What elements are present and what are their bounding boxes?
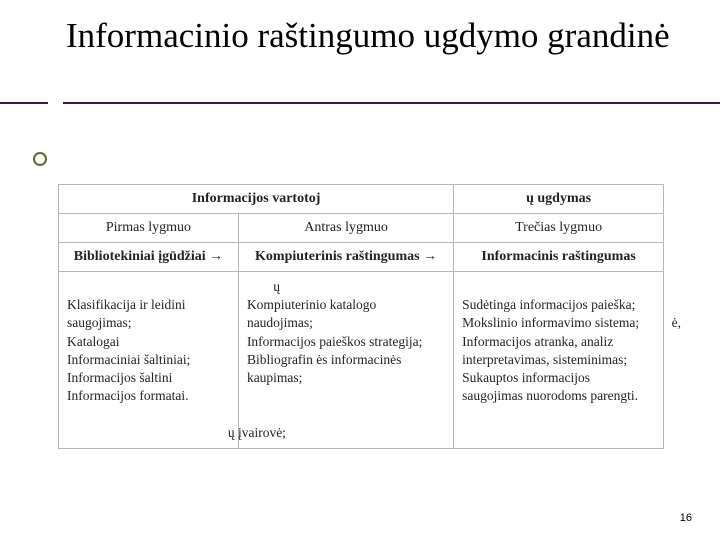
level-2: Antras lygmuo (238, 214, 453, 243)
page-number: 16 (680, 512, 692, 524)
stray-text-b: ų įvairovė; (228, 424, 286, 442)
table-row-header: Informacijos vartotoj ų ugdymas (59, 185, 664, 214)
detail-1-text: Klasifikacija ir leidini saugojimas; Kat… (67, 297, 190, 403)
skill-3: Informacinis raštingumas (454, 243, 664, 272)
arrow-icon: → (209, 249, 223, 264)
skill-1: Bibliotekiniai įgūdžiai → (59, 243, 239, 272)
header-cell-right: ų ugdymas (454, 185, 664, 214)
table-row-skills: Bibliotekiniai įgūdžiai → Kompiuterinis … (59, 243, 664, 272)
detail-1: Klasifikacija ir leidini saugojimas; Kat… (59, 272, 239, 449)
skill-2-label: Kompiuterinis raštingumas (255, 249, 420, 264)
content-table: Informacijos vartotoj ų ugdymas Pirmas l… (58, 184, 664, 449)
detail-2-text: Kompiuterinio katalogo naudojimas; Infor… (247, 297, 422, 385)
bullet-ring-icon (33, 152, 47, 166)
underline-segment-right (63, 102, 720, 104)
slide: Informacinio raštingumo ugdymo grandinė … (0, 0, 720, 540)
skill-2: Kompiuterinis raštingumas → (238, 243, 453, 272)
level-1: Pirmas lygmuo (59, 214, 239, 243)
title-block: Informacinio raštingumo ugdymo grandinė (66, 16, 690, 56)
detail-2: Kompiuterinio katalogo naudojimas; Infor… (238, 272, 453, 449)
detail-3: Sudėtinga informacijos paieška; Mokslini… (454, 272, 664, 449)
underline-segment-left (0, 102, 48, 104)
detail-3-text: Sudėtinga informacijos paieška; Mokslini… (462, 297, 639, 403)
table-row-details: Klasifikacija ir leidini saugojimas; Kat… (59, 272, 664, 449)
skill-1-label: Bibliotekiniai įgūdžiai (74, 249, 206, 264)
level-3: Trečias lygmuo (454, 214, 664, 243)
slide-title: Informacinio raštingumo ugdymo grandinė (66, 16, 690, 56)
arrow-icon: → (423, 249, 437, 264)
stray-text-a: ų (273, 278, 280, 296)
header-cell-left: Informacijos vartotoj (59, 185, 454, 214)
table-row-levels: Pirmas lygmuo Antras lygmuo Trečias lygm… (59, 214, 664, 243)
title-underline (0, 102, 720, 104)
stray-text-c: ė, (672, 314, 681, 332)
